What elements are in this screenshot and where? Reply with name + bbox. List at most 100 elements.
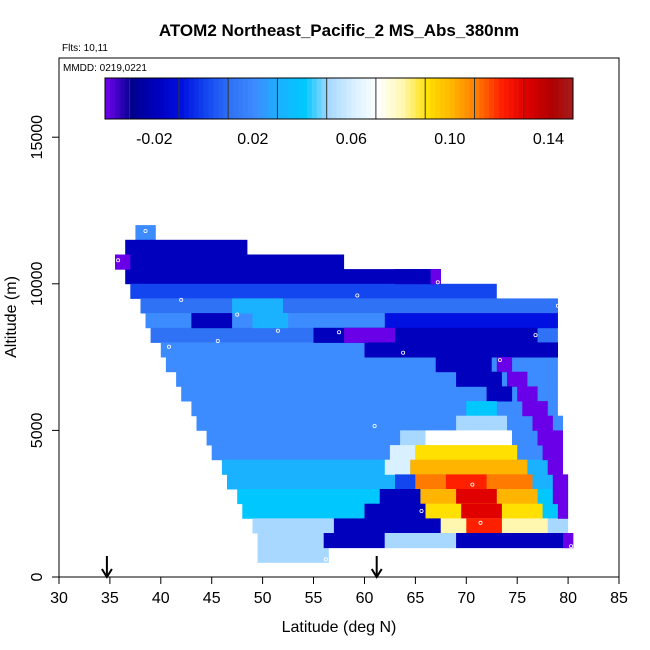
colorbar-swatch <box>247 78 254 119</box>
y-tick-label: 0 <box>29 572 46 581</box>
colorbar-swatch <box>430 78 436 119</box>
colorbar-swatch <box>489 78 495 119</box>
curtain-cell <box>384 533 457 549</box>
curtain-cell <box>395 474 416 490</box>
curtain-cell <box>522 401 548 417</box>
colorbar-swatch <box>420 78 426 119</box>
colorbar-swatch <box>390 78 397 119</box>
colorbar-swatch <box>479 78 485 119</box>
colorbar-swatch <box>380 78 387 119</box>
colorbar-swatch <box>208 78 214 119</box>
colorbar-swatch <box>316 78 323 119</box>
colorbar-swatch <box>267 78 273 119</box>
colorbar-swatch <box>105 78 111 119</box>
plot-area <box>101 225 574 579</box>
colorbar-swatch <box>435 78 441 119</box>
curtain-cell <box>395 269 441 285</box>
curtain-cell <box>507 371 528 387</box>
colorbar-tick-label: 0.02 <box>237 131 268 148</box>
colorbar-swatch <box>459 78 466 119</box>
colorbar-swatch <box>351 78 357 119</box>
y-tick-label: 10000 <box>29 261 46 306</box>
dates-label: MMDD: 0219,0221 <box>63 63 147 74</box>
curtain-layer <box>130 283 497 299</box>
colorbar-swatch <box>449 78 456 119</box>
colorbar-swatch <box>385 78 392 119</box>
colorbar: -0.02 0.02 0.06 0.10 0.14 <box>104 77 574 148</box>
sample-point <box>401 350 406 355</box>
sample-point <box>323 557 328 562</box>
curtain-cell <box>415 445 518 461</box>
curtain-cell <box>456 489 497 505</box>
sample-point <box>275 328 280 333</box>
curtain-layer <box>125 269 441 285</box>
axes: 30 35 40 45 50 55 60 65 70 75 80 85 0 5000 10000 15000 <box>29 115 628 607</box>
x-tick-label: 75 <box>508 590 526 607</box>
curtain-layer <box>191 401 558 417</box>
curtain-cell <box>552 474 569 490</box>
curtain-cell <box>496 357 513 373</box>
curtain-cell <box>379 489 421 505</box>
x-tick-label: 85 <box>610 590 628 607</box>
curtain-layer <box>140 298 558 314</box>
curtain-cell <box>563 533 574 549</box>
curtain-cell <box>252 313 289 329</box>
y-axis-title: Altitude (m) <box>3 276 20 358</box>
colorbar-swatch <box>129 78 136 119</box>
x-tick-label: 40 <box>152 590 170 607</box>
curtain-cell <box>461 503 502 519</box>
colorbar-swatch <box>321 78 328 119</box>
colorbar-swatch <box>361 78 367 119</box>
curtain-cell <box>547 459 563 475</box>
x-tick-label: 50 <box>254 590 272 607</box>
colorbar-swatch <box>400 78 407 119</box>
colorbar-swatch <box>405 78 411 119</box>
colorbar-swatch <box>119 78 126 119</box>
curtain-cell <box>445 474 487 490</box>
sample-point <box>497 357 502 362</box>
colorbar-swatch <box>198 78 205 119</box>
sample-point <box>435 280 440 285</box>
curtain-cell <box>364 503 426 519</box>
colorbar-swatch <box>311 78 318 119</box>
colorbar-swatch <box>341 78 347 119</box>
colorbar-swatch <box>395 78 402 119</box>
colorbar-swatch <box>149 78 155 119</box>
colorbar-swatch <box>134 78 140 119</box>
colorbar-swatch <box>375 78 382 119</box>
colorbar-swatch <box>494 78 500 119</box>
curtain-cell <box>191 313 233 329</box>
curtain-cell <box>537 430 563 446</box>
x-tick-label: 65 <box>407 590 425 607</box>
curtain-cell <box>384 313 558 329</box>
curtain-cell <box>384 459 411 475</box>
sample-point <box>179 297 184 302</box>
curtain-layer <box>257 547 329 563</box>
colorbar-swatch <box>287 78 293 119</box>
colorbar-swatch <box>331 78 338 119</box>
colorbar-swatch <box>297 78 303 119</box>
colorbar-swatch <box>543 78 549 119</box>
sample-point <box>143 228 148 233</box>
colorbar-swatch <box>252 78 259 119</box>
colorbar-swatch <box>282 78 288 119</box>
sample-point <box>419 508 424 513</box>
x-tick-label: 60 <box>356 590 374 607</box>
colorbar-swatch <box>504 78 510 119</box>
x-tick-label: 80 <box>559 590 577 607</box>
colorbar-swatch <box>469 78 475 119</box>
colorbar-swatch <box>356 78 362 119</box>
colorbar-swatch <box>538 78 544 119</box>
colorbar-swatch <box>218 78 224 119</box>
x-tick-label: 35 <box>101 590 119 607</box>
colorbar-swatch <box>154 78 160 119</box>
colorbar-swatch <box>444 78 451 119</box>
curtain-cell <box>486 386 513 402</box>
colorbar-swatch <box>292 78 298 119</box>
sample-point <box>166 344 171 349</box>
colorbar-swatch <box>188 78 195 119</box>
colorbar-swatch <box>439 78 446 119</box>
x-tick-label: 70 <box>457 590 475 607</box>
colorbar-swatch <box>425 78 431 119</box>
